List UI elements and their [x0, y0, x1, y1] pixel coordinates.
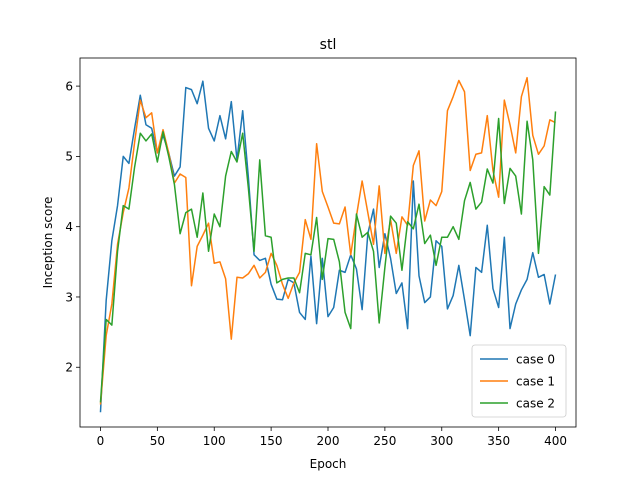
y-tick-label: 2: [65, 361, 73, 375]
x-tick-label: 50: [150, 434, 165, 448]
y-tick-label: 4: [65, 220, 73, 234]
x-axis-label: Epoch: [310, 457, 347, 471]
chart-title: stl: [320, 37, 337, 53]
legend-label-2: case 2: [516, 396, 555, 410]
y-axis-label: Inception score: [41, 197, 55, 289]
x-tick-label: 300: [430, 434, 453, 448]
legend-box: [471, 344, 567, 418]
y-tick-label: 5: [65, 150, 73, 164]
y-tick-label: 3: [65, 290, 73, 304]
y-tick-label: 6: [65, 79, 73, 93]
x-tick-label: 400: [544, 434, 567, 448]
series-lines: [99, 76, 557, 413]
x-axis-ticks: 0 50 100 150 200 250 300 350 400: [97, 427, 567, 448]
legend: case 0 case 1 case 2: [471, 344, 567, 418]
x-tick-label: 150: [260, 434, 283, 448]
legend-label-0: case 0: [516, 352, 555, 366]
x-tick-label: 200: [317, 434, 340, 448]
x-tick-label: 350: [487, 434, 510, 448]
y-axis-ticks: 2 3 4 5 6: [65, 79, 80, 375]
series-line-0: [99, 80, 557, 413]
x-tick-label: 100: [203, 434, 226, 448]
series-line-1: [99, 76, 556, 405]
series-line-2: [99, 111, 557, 403]
legend-label-1: case 1: [516, 374, 555, 388]
x-tick-label: 0: [97, 434, 105, 448]
x-tick-label: 250: [373, 434, 396, 448]
